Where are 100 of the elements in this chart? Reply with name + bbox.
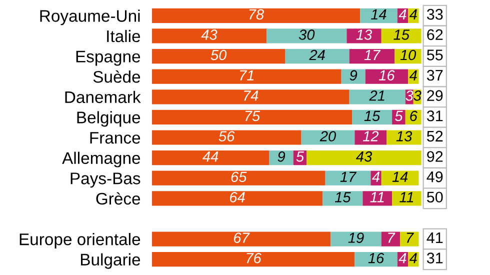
bar — [400, 232, 419, 246]
data-label: 10 — [400, 50, 416, 60]
bar — [325, 170, 371, 186]
annotation: 31 — [426, 252, 443, 264]
bar — [152, 110, 352, 125]
y-tick-label: Royaume-Uni — [40, 10, 140, 26]
data-label: 7 — [388, 232, 396, 243]
data-label: 14 — [370, 9, 386, 20]
data-label: 19 — [348, 232, 364, 243]
annotation: 62 — [427, 29, 443, 40]
data-label: 6 — [410, 110, 418, 122]
y-tick-label: Belgique — [77, 111, 140, 127]
annotation: 92 — [427, 151, 443, 162]
data-label: 21 — [369, 90, 384, 101]
data-label: 15 — [364, 110, 380, 122]
data-label: 17 — [364, 50, 381, 60]
data-label: 78 — [249, 9, 264, 20]
data-label: 75 — [245, 110, 260, 122]
data-label: 50 — [210, 50, 227, 60]
annotation: 49 — [426, 171, 443, 182]
data-label: 4 — [409, 70, 417, 80]
data-label: 9 — [278, 151, 286, 162]
data-label: 74 — [244, 90, 258, 101]
bar — [381, 232, 400, 246]
data-label: 5 — [296, 152, 304, 162]
bar — [349, 48, 395, 64]
y-tick-label: Danemark — [65, 90, 141, 104]
y-tick-label: Espagne — [76, 50, 140, 66]
data-label: 24 — [309, 50, 325, 60]
bar — [266, 28, 347, 44]
data-label: 12 — [362, 131, 379, 142]
data-label: 43 — [201, 30, 218, 40]
data-label: 3 — [414, 90, 422, 101]
data-label: 9 — [350, 70, 358, 80]
y-tick-label: Grèce — [96, 192, 140, 205]
y-tick-label: Bulgarie — [81, 253, 140, 269]
y-tick-label: Suède — [93, 70, 140, 83]
bar — [346, 28, 382, 44]
annotation: 37 — [426, 70, 443, 81]
bar — [152, 69, 342, 84]
data-label: 13 — [396, 131, 412, 142]
bar — [152, 191, 323, 206]
data-label: 17 — [340, 172, 357, 182]
data-label: 4 — [398, 9, 406, 20]
data-label: 56 — [218, 131, 235, 142]
y-tick-label: Europe orientale — [20, 233, 140, 249]
bar — [352, 110, 392, 125]
bar — [285, 48, 350, 64]
annotation: 29 — [427, 90, 443, 101]
y-tick-label: Pays-Bas — [70, 172, 140, 188]
annotation: 33 — [426, 8, 443, 20]
y-tick-label: Italie — [107, 30, 140, 42]
bar — [152, 130, 302, 145]
annotation: 31 — [426, 110, 443, 122]
data-label: 76 — [246, 252, 262, 264]
bar — [354, 130, 387, 145]
data-label: 30 — [298, 30, 315, 40]
data-label: 3 — [406, 90, 414, 101]
bar — [152, 8, 360, 23]
data-label: 4 — [372, 172, 380, 182]
y-tick-label: Allemagne — [62, 152, 140, 168]
bar — [152, 252, 355, 267]
data-label: 16 — [368, 252, 384, 264]
data-label: 5 — [394, 110, 403, 122]
data-label: 15 — [394, 30, 410, 40]
bar — [301, 130, 355, 145]
bar — [152, 90, 350, 104]
y-tick-label: France — [90, 132, 140, 144]
bar — [152, 150, 270, 166]
bar — [365, 69, 408, 84]
data-label: 4 — [409, 253, 417, 264]
data-label: 11 — [370, 192, 384, 202]
bar — [341, 69, 366, 84]
data-label: 7 — [406, 232, 414, 243]
bar — [354, 252, 398, 267]
data-label: 14 — [392, 172, 408, 182]
data-label: 20 — [320, 131, 336, 142]
bar — [362, 191, 392, 206]
bar — [360, 8, 398, 23]
data-label: 44 — [202, 152, 218, 162]
data-label: 71 — [240, 70, 254, 80]
annotation: 52 — [426, 130, 443, 142]
bar — [381, 170, 419, 186]
bar — [269, 150, 294, 166]
bar — [152, 170, 326, 186]
data-label: 4 — [398, 253, 406, 264]
bar — [349, 90, 406, 104]
data-label: 4 — [409, 9, 417, 20]
annotation: 50 — [426, 192, 443, 203]
bar — [322, 191, 363, 206]
annotation: 55 — [426, 50, 443, 60]
data-label: 11 — [400, 192, 414, 202]
annotation: 41 — [426, 232, 443, 243]
bar — [330, 232, 382, 246]
data-label: 16 — [378, 70, 395, 80]
data-label: 13 — [356, 30, 372, 40]
bar — [152, 232, 331, 246]
bar — [152, 28, 267, 44]
data-label: 67 — [234, 232, 250, 243]
data-label: 15 — [334, 192, 351, 202]
